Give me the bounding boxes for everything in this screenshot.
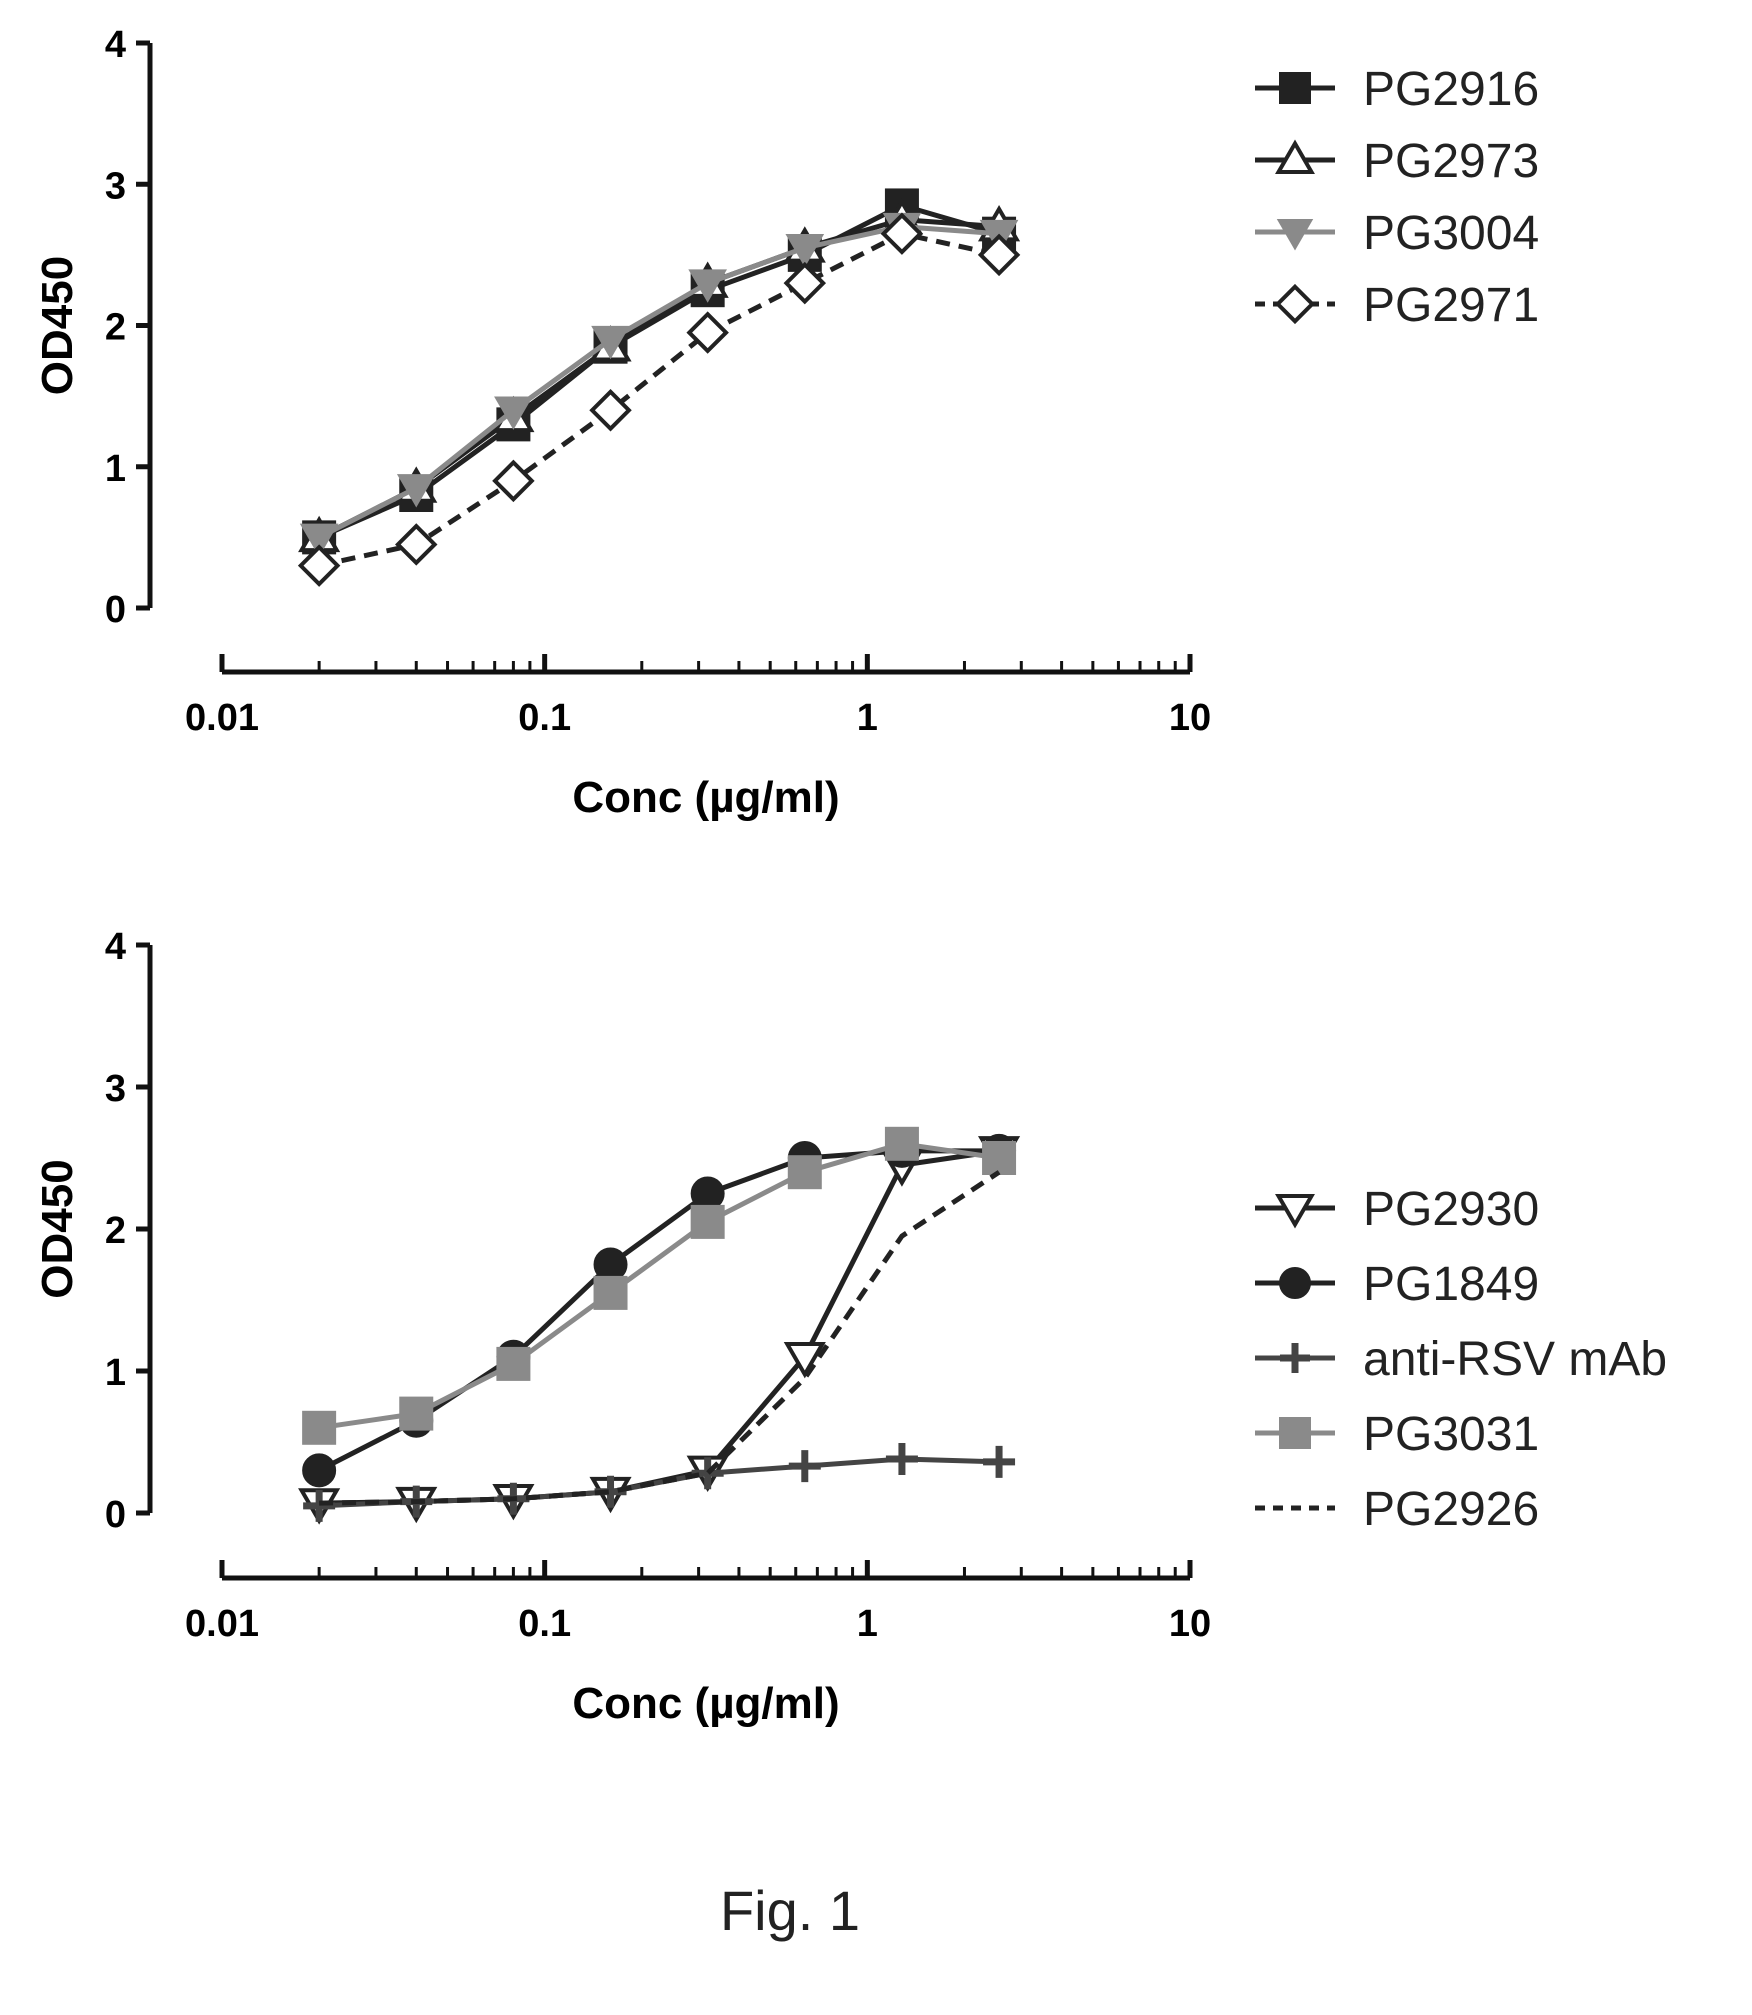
series-pg2973 [298, 197, 1021, 553]
legend-label: PG3031 [1363, 1408, 1539, 1461]
figure-caption: Fig. 1 [720, 1879, 860, 1942]
legend-entry: PG2916 [1255, 63, 1539, 116]
legend-label: PG2926 [1363, 1483, 1539, 1536]
legend-marker [1275, 1194, 1315, 1229]
legend-label: PG2930 [1363, 1183, 1539, 1236]
data-point [395, 523, 438, 566]
data-point [788, 1450, 821, 1483]
data-point [396, 474, 436, 508]
legend-marker [1276, 219, 1314, 251]
data-point [785, 234, 825, 268]
data-point [496, 1346, 531, 1381]
legend-label: PG3004 [1363, 207, 1539, 260]
data-point [880, 212, 924, 255]
x-tick-label: 0.1 [518, 1603, 571, 1645]
x-tick-label: 10 [1169, 697, 1211, 739]
data-point [593, 1247, 628, 1282]
legend-label: PG2973 [1363, 135, 1539, 188]
legend-entry: PG1849 [1255, 1258, 1539, 1311]
data-point [686, 311, 729, 354]
x-axis-title: Conc (µg/ml) [572, 1679, 839, 1728]
series-line [318, 1456, 1000, 1509]
legend-marker [1274, 283, 1316, 325]
legend-label: PG2916 [1363, 63, 1539, 116]
data-point [589, 389, 632, 432]
data-point [783, 261, 827, 305]
data-point [593, 1275, 628, 1310]
y-tick-label: 0 [105, 1494, 126, 1536]
legend-entry: PG3031 [1255, 1408, 1539, 1461]
x-tick-label: 1 [857, 1603, 878, 1645]
legend-label: PG2971 [1363, 279, 1539, 332]
legend-entry: PG2973 [1255, 135, 1539, 188]
y-tick-label: 4 [105, 24, 126, 66]
series-line [318, 231, 1000, 569]
data-point [690, 1204, 725, 1239]
data-point [591, 325, 630, 360]
series-line [319, 1148, 1000, 1506]
y-axis-title: OD450 [33, 256, 82, 395]
legend-marker [1275, 139, 1315, 174]
y-tick-label: 2 [105, 307, 126, 349]
legend-marker [1279, 72, 1311, 104]
x-tick-label: 0.1 [518, 697, 571, 739]
data-point [303, 1489, 336, 1522]
legend-entry: PG2971 [1255, 279, 1539, 332]
y-tick-label: 1 [105, 448, 126, 490]
x-axis-title: Conc (µg/ml) [572, 773, 839, 822]
legend-entry: anti-RSV mAb [1255, 1333, 1667, 1386]
legend-label: PG1849 [1363, 1258, 1539, 1311]
series-line [319, 1170, 1001, 1506]
data-point [494, 396, 533, 430]
y-tick-label: 2 [105, 1210, 126, 1252]
x-tick-label: 10 [1169, 1603, 1211, 1645]
series-pg3031 [302, 1126, 1017, 1445]
chart-top: 0 1 2 3 4 OD450 0.01 0.1 1 10 Conc (µg/ml) PG2916 PG… [33, 24, 1539, 822]
chart-bottom: 0 1 2 3 4 OD450 0.01 0.1 1 10 Conc (µg/ml) PG2930 PG… [33, 926, 1667, 1728]
data-point [688, 269, 727, 303]
y-tick-label: 0 [105, 589, 126, 631]
y-tick-label: 4 [105, 926, 126, 968]
series-line [318, 1141, 1000, 1431]
y-tick-label: 1 [105, 1352, 126, 1394]
data-point [983, 1445, 1016, 1478]
data-point [783, 1342, 826, 1379]
legend-label: anti-RSV mAb [1363, 1333, 1667, 1386]
x-tick-label: 0.01 [185, 697, 259, 739]
legend-entry: PG2926 [1255, 1483, 1539, 1536]
data-point [690, 1176, 725, 1211]
data-point [982, 1141, 1017, 1175]
legend-entry: PG2930 [1255, 1183, 1539, 1236]
data-point [884, 1126, 919, 1161]
series-pg2926 [319, 1170, 1001, 1506]
y-tick-label: 3 [105, 165, 126, 207]
series-pg1849 [302, 1133, 1017, 1488]
y-axis-title: OD450 [33, 1159, 82, 1298]
series-pg2971 [297, 212, 1021, 587]
data-point [302, 1410, 337, 1445]
data-point [399, 1396, 434, 1431]
series-pg2930 [298, 1136, 1021, 1525]
data-point [299, 523, 339, 557]
data-point [977, 233, 1021, 277]
legend-marker [1279, 1417, 1311, 1449]
data-point [297, 544, 341, 587]
data-point [787, 1155, 822, 1190]
y-tick-label: 3 [105, 1068, 126, 1110]
legend-entry: PG3004 [1255, 207, 1539, 260]
x-tick-label: 0.01 [185, 1603, 259, 1645]
data-point [885, 1443, 918, 1476]
data-point [302, 1453, 337, 1488]
series-pg3004 [299, 212, 1019, 557]
legend-marker [1279, 1267, 1311, 1299]
legend-marker [1280, 1343, 1310, 1373]
x-tick-label: 1 [857, 697, 878, 739]
data-point [492, 459, 535, 503]
